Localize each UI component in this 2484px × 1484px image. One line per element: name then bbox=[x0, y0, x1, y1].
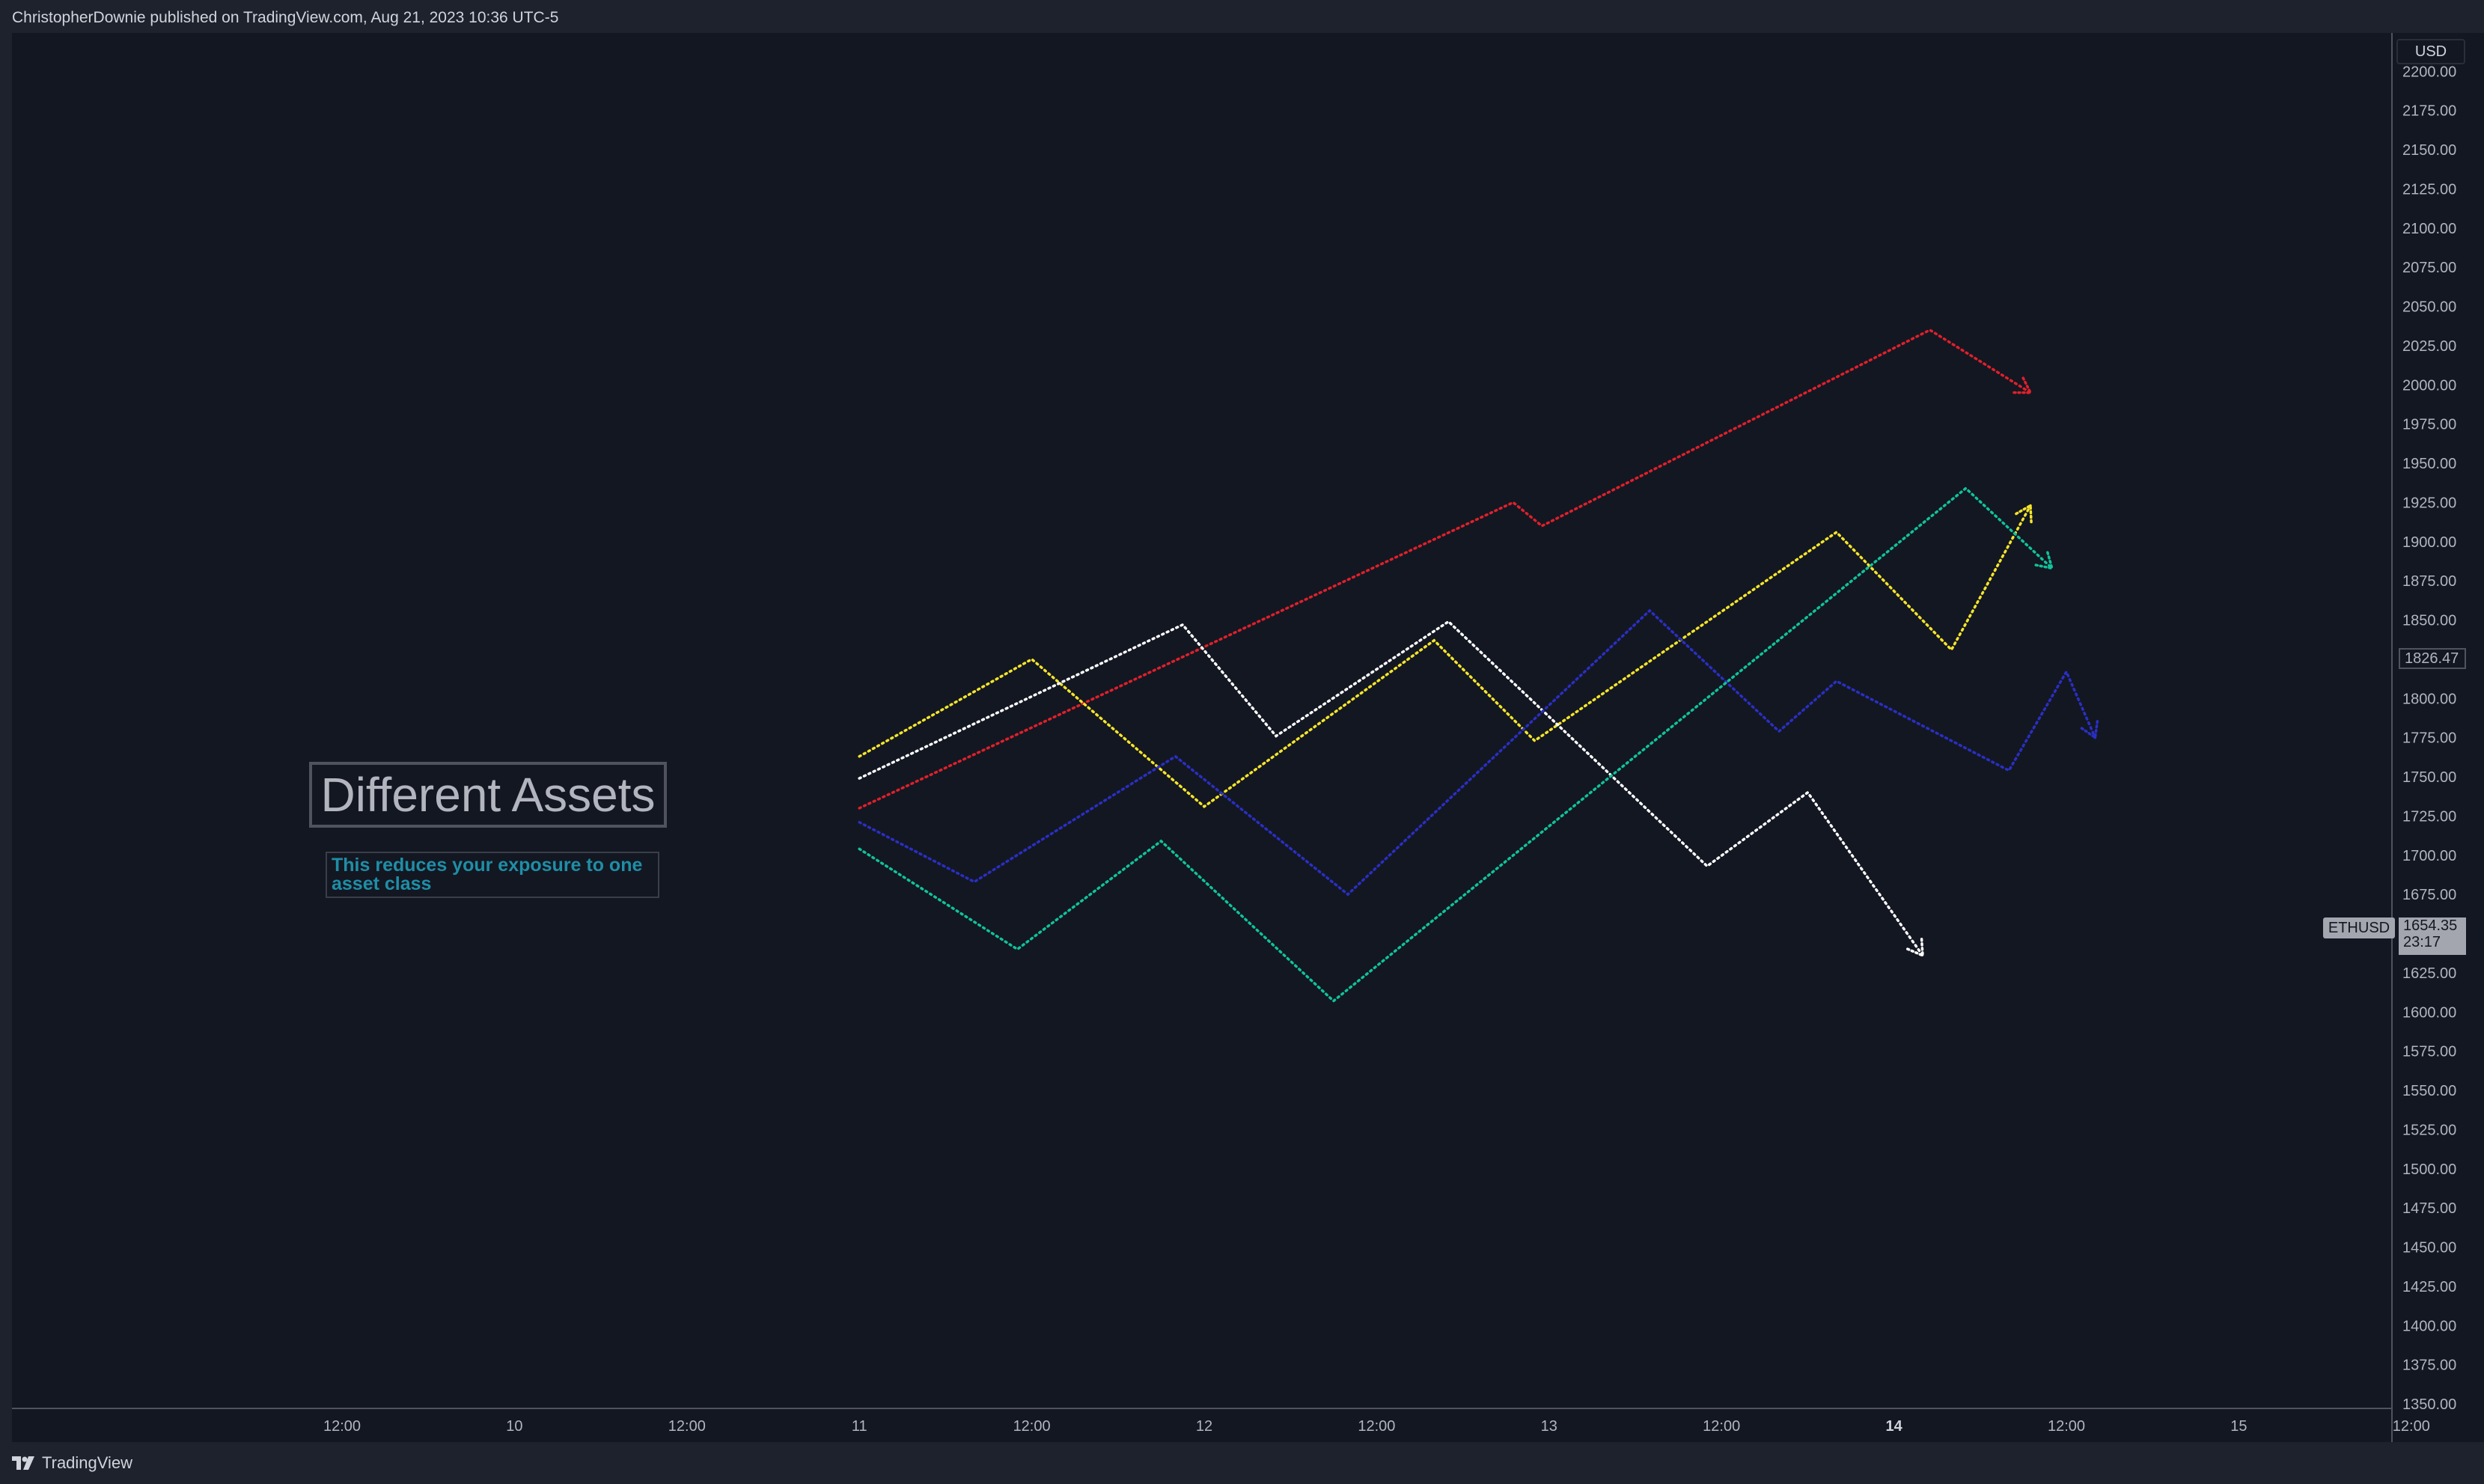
price-tick-label: 2125.00 bbox=[2402, 181, 2456, 198]
price-tick-label: 1400.00 bbox=[2402, 1318, 2456, 1334]
symbol-badge: ETHUSD bbox=[2323, 917, 2395, 938]
price-axis-pane[interactable] bbox=[2392, 33, 2484, 1442]
price-tick-label: 2150.00 bbox=[2402, 142, 2456, 159]
price-tick-label: 1350.00 bbox=[2402, 1396, 2456, 1413]
time-tick-label: 12:00 bbox=[1358, 1418, 1395, 1435]
price-tick-label: 1725.00 bbox=[2402, 808, 2456, 825]
series-lines bbox=[858, 328, 2099, 1003]
price-tick-label: 1775.00 bbox=[2402, 730, 2456, 747]
bar-countdown: 23:17 bbox=[2403, 934, 2441, 950]
footer-bar: TradingView bbox=[0, 1442, 2484, 1484]
last-price-value: 1654.35 bbox=[2403, 917, 2458, 934]
price-tick-label: 1425.00 bbox=[2402, 1279, 2456, 1295]
time-axis-ticks: 12:00 10 12:00 11 12:00 12 12:00 13 12:00 14 12:00… bbox=[323, 1418, 2430, 1435]
series-line-white[interactable] bbox=[858, 620, 1924, 957]
tradingview-logo-icon bbox=[12, 1456, 34, 1470]
time-tick-label: 11 bbox=[852, 1418, 867, 1435]
price-tick-label: 1525.00 bbox=[2402, 1122, 2456, 1138]
currency-selector[interactable]: USD bbox=[2396, 39, 2465, 64]
price-tick-label: 1925.00 bbox=[2402, 495, 2456, 511]
annotation-subtitle[interactable]: This reduces your exposure to one asset … bbox=[326, 852, 659, 898]
price-tick-label: 1500.00 bbox=[2402, 1161, 2456, 1178]
time-tick-label: 12 bbox=[1196, 1418, 1212, 1435]
series-arrowhead-yellow bbox=[2015, 503, 2033, 524]
price-tick-label: 2100.00 bbox=[2402, 221, 2456, 237]
price-tick-label: 1700.00 bbox=[2402, 848, 2456, 864]
price-tick-label: 1675.00 bbox=[2402, 887, 2456, 903]
price-tick-label: 1450.00 bbox=[2402, 1240, 2456, 1256]
time-tick-label: 12:00 bbox=[323, 1418, 361, 1435]
tradingview-brand: TradingView bbox=[42, 1453, 133, 1472]
price-tick-label: 2200.00 bbox=[2402, 64, 2456, 80]
price-tick-label: 1600.00 bbox=[2402, 1004, 2456, 1021]
publish-header: ChristopherDownie published on TradingVi… bbox=[0, 0, 2484, 33]
price-tick-label: 1375.00 bbox=[2402, 1358, 2456, 1374]
time-tick-label: 13 bbox=[1541, 1418, 1557, 1435]
price-tick-label: 2050.00 bbox=[2402, 299, 2456, 316]
price-tick-label: 1900.00 bbox=[2402, 534, 2456, 551]
price-tick-label: 1475.00 bbox=[2402, 1200, 2456, 1217]
annotation-title[interactable]: Different Assets bbox=[309, 762, 667, 828]
last-price-badge: 1654.35 23:17 bbox=[2399, 917, 2466, 955]
price-tick-label: 1975.00 bbox=[2402, 417, 2456, 433]
time-tick-label: 14 bbox=[1885, 1418, 1902, 1435]
series-line-teal[interactable] bbox=[858, 486, 2054, 1003]
time-tick-label: 10 bbox=[506, 1418, 522, 1435]
series-arrowhead-blue bbox=[2080, 720, 2099, 740]
time-tick-label: 12:00 bbox=[668, 1418, 706, 1435]
time-axis-pane[interactable] bbox=[12, 1408, 2392, 1442]
price-tick-label: 2025.00 bbox=[2402, 338, 2456, 355]
price-tick-label: 1850.00 bbox=[2402, 613, 2456, 629]
crosshair-price-label: 1826.47 bbox=[2399, 648, 2466, 669]
series-line-red[interactable] bbox=[858, 328, 2032, 810]
series-arrowhead-teal bbox=[2034, 551, 2054, 570]
price-tick-label: 1950.00 bbox=[2402, 456, 2456, 472]
chart-pane[interactable] bbox=[12, 33, 2392, 1408]
price-tick-label: 1750.00 bbox=[2402, 769, 2456, 786]
price-tick-label: 1625.00 bbox=[2402, 965, 2456, 982]
series-arrowhead-white bbox=[1906, 938, 1924, 958]
time-tick-label: 15 bbox=[2230, 1418, 2247, 1435]
publish-info: ChristopherDownie published on TradingVi… bbox=[12, 9, 559, 26]
price-tick-label: 1800.00 bbox=[2402, 691, 2456, 707]
price-tick-label: 2175.00 bbox=[2402, 103, 2456, 120]
price-tick-label: 2000.00 bbox=[2402, 377, 2456, 394]
series-arrowhead-red bbox=[2012, 376, 2033, 394]
price-tick-label: 1550.00 bbox=[2402, 1083, 2456, 1099]
time-tick-label: 12:00 bbox=[2393, 1418, 2430, 1435]
series-line-blue[interactable] bbox=[858, 608, 2097, 897]
time-tick-label: 12:00 bbox=[2048, 1418, 2085, 1435]
price-tick-label: 2075.00 bbox=[2402, 260, 2456, 276]
price-axis-ticks: 2200.00 2175.00 2150.00 2125.00 2100.00 2075.… bbox=[2402, 64, 2456, 1413]
tradingview-logo[interactable]: TradingView bbox=[12, 1453, 132, 1473]
price-tick-label: 1875.00 bbox=[2402, 573, 2456, 590]
time-tick-label: 12:00 bbox=[1013, 1418, 1051, 1435]
time-tick-label: 12:00 bbox=[1703, 1418, 1740, 1435]
price-tick-label: 1575.00 bbox=[2402, 1044, 2456, 1060]
